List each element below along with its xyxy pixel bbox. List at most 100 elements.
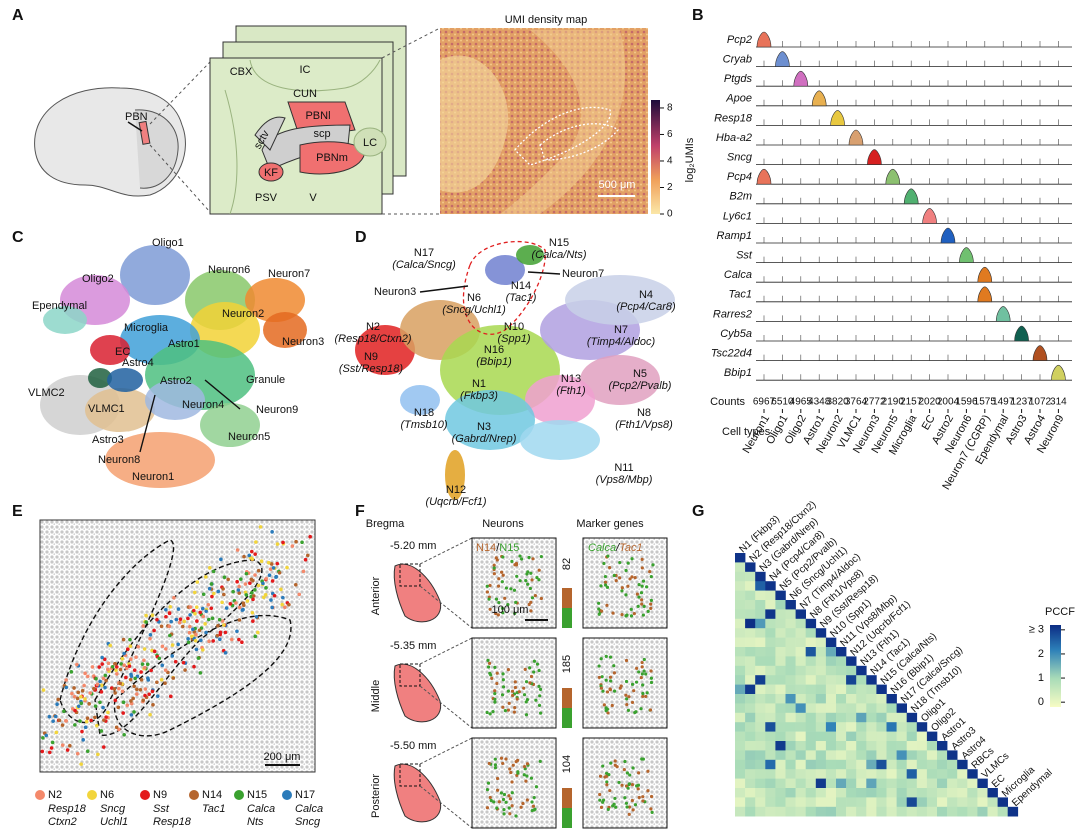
heatmap-cell — [856, 731, 867, 742]
heatmap-cell — [846, 797, 857, 808]
heatmap-cell — [765, 797, 776, 808]
cell-dot — [182, 619, 187, 624]
heatmap-cell — [926, 788, 938, 798]
umap-c — [40, 245, 307, 488]
heatmap-cell — [825, 759, 837, 770]
cell-dot — [615, 765, 619, 769]
cell-dot — [41, 688, 46, 692]
cell-dot — [117, 686, 121, 691]
heatmap-cell — [836, 656, 847, 667]
heatmap-cell — [987, 797, 998, 808]
heatmap-cell — [906, 778, 918, 789]
heatmap-cell — [937, 797, 948, 808]
cluster-label: Oligo2 — [82, 273, 114, 285]
cluster-label: Neuron8 — [98, 454, 140, 466]
heatmap-cell — [926, 750, 938, 761]
heatmap-cell — [997, 806, 1008, 817]
cell-dot — [75, 696, 80, 701]
colorbar-title: PCCF — [1045, 606, 1075, 618]
cell-dot — [102, 657, 107, 662]
heatmap-cell — [836, 665, 847, 676]
cell-dot — [518, 554, 522, 558]
cell-dot — [262, 595, 266, 600]
heatmap-cell — [745, 675, 756, 685]
cell-dot — [603, 583, 608, 587]
cell-dot — [129, 674, 134, 679]
cell-dot — [64, 678, 68, 682]
umap-d — [355, 240, 675, 500]
heatmap-cell — [896, 731, 907, 742]
heatmap-cell — [735, 665, 746, 676]
cell-dot — [626, 708, 631, 713]
cell-dot — [526, 582, 530, 586]
cluster-label: N7 — [614, 324, 628, 336]
cell-dot — [485, 788, 490, 792]
cell-dot — [83, 697, 87, 701]
cell-dot — [113, 661, 118, 666]
heatmap-cell — [846, 665, 857, 676]
cell-dot — [194, 605, 199, 609]
colorbar-tick-label: ≥ 3 — [1029, 624, 1044, 636]
violin — [848, 129, 864, 146]
legend-markers: Calca — [295, 803, 323, 815]
cell-dot — [602, 561, 606, 566]
cell-dot — [494, 597, 499, 601]
heatmap-cell — [856, 712, 867, 723]
cell-dot — [128, 637, 132, 642]
cell-dot — [120, 689, 125, 694]
legend-item: Calca — [588, 542, 616, 554]
cluster-cloud — [90, 335, 130, 365]
cell-dot — [486, 658, 490, 662]
cell-dot — [523, 667, 527, 671]
cluster-markers: (Sncg/Uchl1) — [442, 304, 506, 316]
cell-dot — [623, 759, 627, 764]
violin — [830, 110, 845, 126]
heatmap-cell — [876, 741, 887, 751]
cluster-markers: (Fth1/Vps8) — [615, 419, 673, 431]
brain-sketch — [34, 61, 211, 213]
heatmap-cell — [785, 712, 796, 723]
heatmap-cell — [795, 675, 806, 685]
cell-dot — [532, 659, 537, 663]
cell-dot — [605, 603, 609, 607]
legend-swatch — [189, 790, 199, 800]
heatmap-cell — [755, 571, 766, 582]
heatmap-cell — [825, 741, 837, 751]
heatmap-cell — [795, 665, 806, 676]
heatmap-cell — [765, 581, 776, 591]
cell-dot — [537, 668, 541, 673]
section-outline — [393, 563, 442, 623]
heatmap-cell — [876, 769, 887, 779]
gene-label: Sst — [736, 250, 753, 262]
cluster-cloud — [88, 368, 112, 388]
cell-dot — [87, 702, 91, 706]
cell-dot — [237, 618, 242, 622]
cell-dot — [209, 582, 214, 586]
heatmap-cell — [775, 759, 786, 770]
cell-dot — [635, 666, 639, 670]
heatmap-cell — [906, 788, 918, 798]
legend-swatch — [234, 790, 244, 800]
legend-markers: Nts — [247, 816, 264, 828]
heatmap-cell — [957, 778, 968, 789]
gene-label: Pcp4 — [727, 171, 752, 183]
cell-dot — [172, 595, 176, 600]
cell-dot — [240, 608, 245, 612]
cell-dot — [305, 553, 310, 558]
heatmap-cell — [805, 741, 817, 751]
cell-dot — [506, 603, 510, 607]
cell-dot — [75, 751, 80, 756]
heatmap-cell — [836, 769, 847, 779]
heatmap — [735, 553, 1019, 817]
cell-dot — [530, 800, 534, 804]
heatmap-cell — [856, 703, 867, 714]
cell-dot — [128, 677, 133, 682]
cell-dot — [186, 640, 191, 645]
cell-dot — [176, 642, 180, 647]
heatmap-cell — [876, 750, 887, 761]
cell-dot — [527, 555, 531, 560]
heatmap-cell — [866, 694, 877, 704]
heatmap-cell — [745, 684, 756, 695]
cluster-cloud — [355, 325, 415, 375]
heatmap-cell — [896, 769, 907, 779]
